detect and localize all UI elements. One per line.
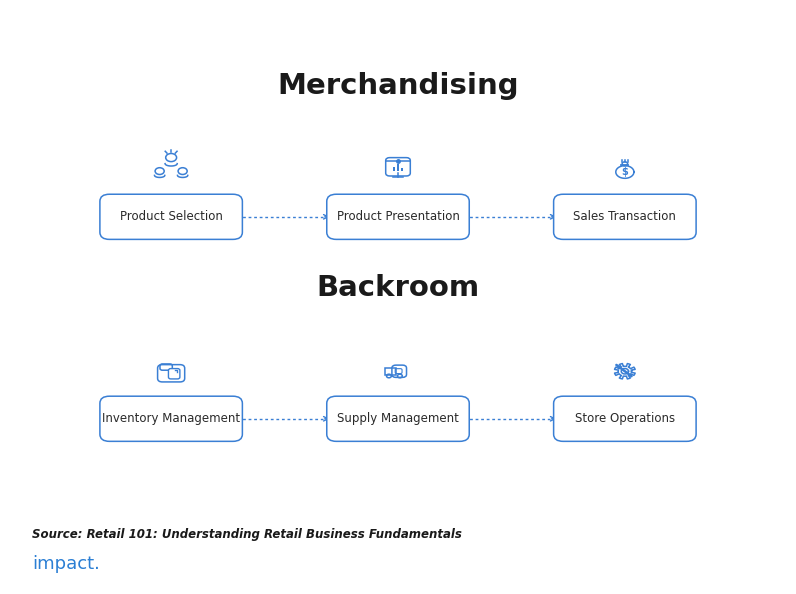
FancyBboxPatch shape: [100, 396, 242, 441]
Polygon shape: [615, 364, 635, 379]
Polygon shape: [616, 166, 634, 178]
Text: $: $: [622, 166, 628, 176]
FancyBboxPatch shape: [100, 194, 242, 239]
Text: Supply Management: Supply Management: [337, 412, 459, 425]
Text: Inventory Management: Inventory Management: [102, 412, 240, 425]
FancyBboxPatch shape: [326, 396, 469, 441]
Text: impact.: impact.: [32, 555, 100, 573]
Bar: [385, 368, 396, 375]
Bar: [396, 165, 400, 171]
FancyBboxPatch shape: [326, 194, 469, 239]
Text: Product Selection: Product Selection: [119, 210, 223, 223]
Bar: [400, 168, 404, 171]
Text: Product Presentation: Product Presentation: [337, 210, 459, 223]
FancyBboxPatch shape: [554, 396, 696, 441]
Text: Store Operations: Store Operations: [575, 412, 675, 425]
Polygon shape: [621, 368, 629, 374]
FancyBboxPatch shape: [169, 369, 180, 379]
Text: Merchandising: Merchandising: [277, 72, 519, 100]
Text: Backroom: Backroom: [317, 274, 479, 302]
Bar: [392, 167, 396, 171]
Text: Source: Retail 101: Understanding Retail Business Fundamentals: Source: Retail 101: Understanding Retail…: [32, 528, 462, 541]
FancyBboxPatch shape: [554, 194, 696, 239]
Text: Sales Transaction: Sales Transaction: [573, 210, 677, 223]
